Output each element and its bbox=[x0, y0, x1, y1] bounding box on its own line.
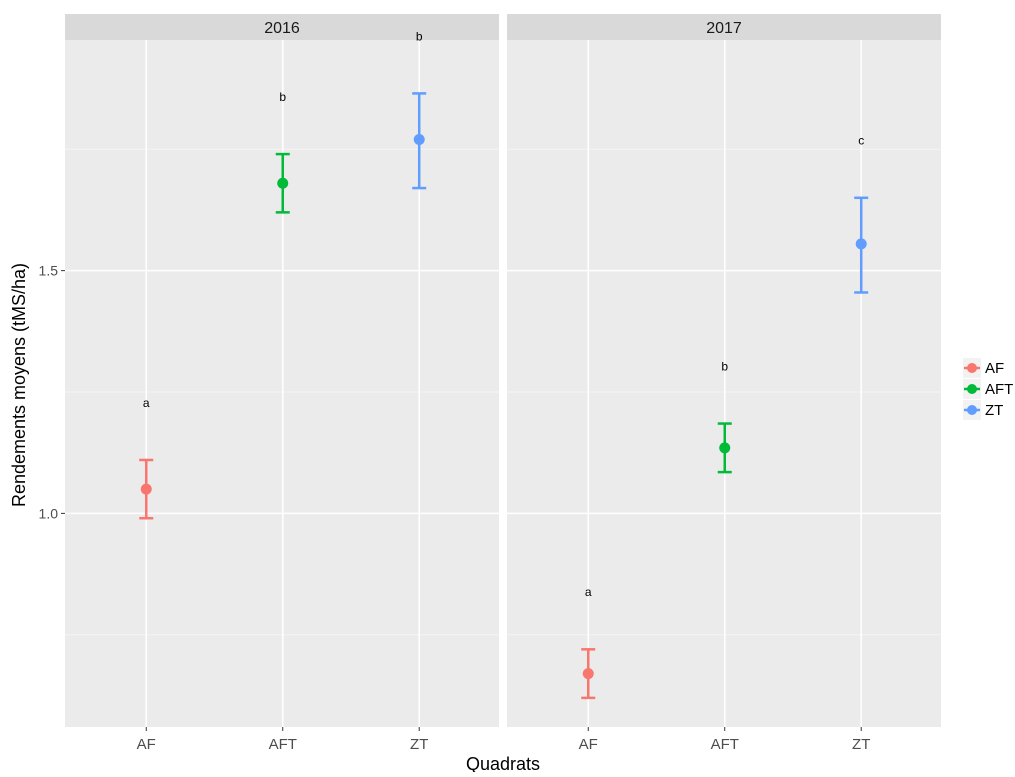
legend-key-point bbox=[967, 363, 977, 373]
legend-label-AFT: AFT bbox=[985, 381, 1013, 398]
significance-label: b bbox=[721, 359, 728, 373]
facet-strip-label: 2016 bbox=[264, 20, 300, 37]
facet-panel-2016: 2016 a b b bbox=[65, 14, 499, 727]
significance-label: c bbox=[858, 134, 864, 148]
facet-strip bbox=[507, 14, 941, 40]
data-point-ZT bbox=[855, 238, 867, 250]
facet-panel-2017: 2017 a b c bbox=[507, 14, 941, 727]
y-axis-title: Rendements moyens (tMS/ha) bbox=[9, 263, 29, 507]
significance-label: a bbox=[585, 585, 592, 599]
significance-label: b bbox=[416, 29, 423, 43]
x-tick-label: AFT bbox=[711, 736, 739, 753]
legend-label-ZT: ZT bbox=[985, 402, 1003, 419]
legend-key-point bbox=[967, 405, 977, 415]
data-point-AFT bbox=[719, 442, 731, 454]
x-tick-label: AF bbox=[579, 736, 598, 753]
data-point-ZT bbox=[413, 134, 425, 146]
y-tick-label: 1.5 bbox=[39, 263, 59, 279]
data-point-AF bbox=[140, 483, 152, 495]
significance-label: a bbox=[143, 396, 150, 410]
x-tick-label: ZT bbox=[852, 736, 870, 753]
data-point-AF bbox=[582, 668, 594, 680]
x-tick-label: AFT bbox=[269, 736, 297, 753]
legend-key-point bbox=[967, 384, 977, 394]
data-point-AFT bbox=[277, 177, 289, 189]
facet-strip-label: 2017 bbox=[706, 20, 742, 37]
legend-label-AF: AF bbox=[985, 360, 1004, 377]
x-tick-label: ZT bbox=[410, 736, 428, 753]
y-tick-label: 1.0 bbox=[39, 505, 59, 521]
facet-strip bbox=[65, 14, 499, 40]
x-tick-label: AF bbox=[137, 736, 156, 753]
x-axis-title: Quadrats bbox=[466, 754, 540, 772]
significance-label: b bbox=[279, 90, 286, 104]
